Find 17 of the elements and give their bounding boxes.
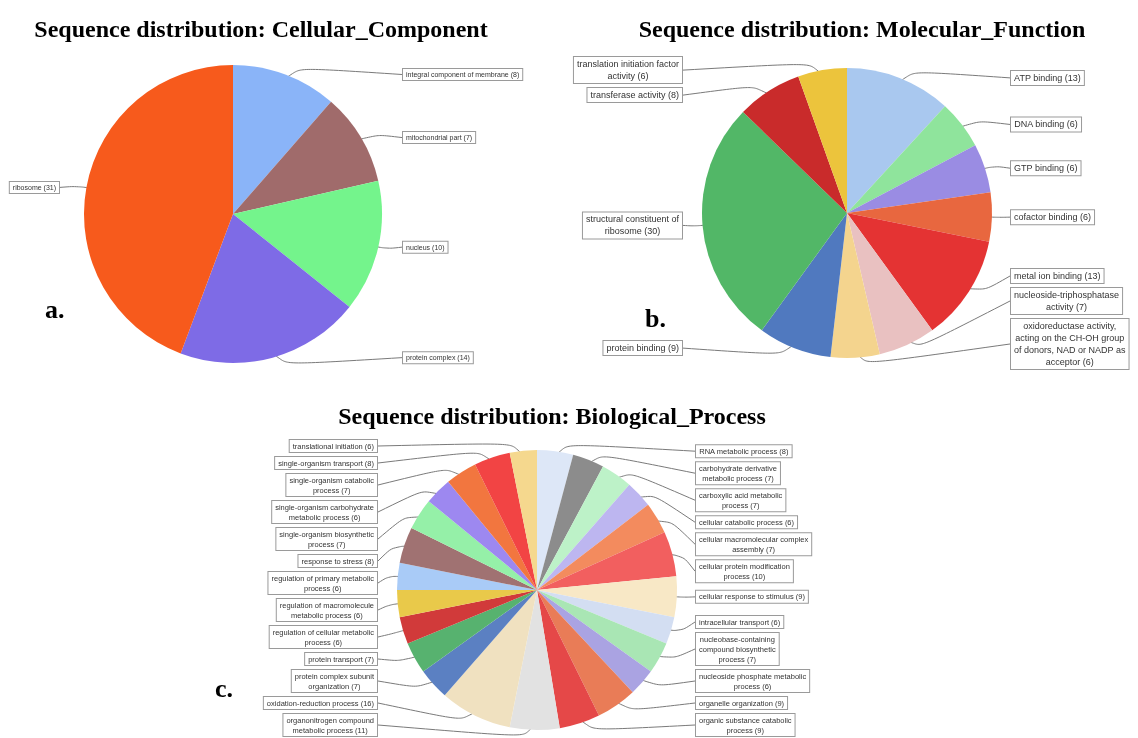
- slice-label: ATP binding (13): [1014, 72, 1081, 83]
- slice-label: nucleoside-triphosphatase activity (7): [1014, 290, 1120, 312]
- slice-label: metal ion binding (13): [1013, 271, 1101, 281]
- slice-label: transferase activity (8): [590, 90, 679, 101]
- chart-title: Sequence distribution: Biological_Process: [338, 403, 766, 429]
- slice-label: protein binding (9): [606, 343, 679, 354]
- chart-title: Sequence distribution: Cellular_Component: [34, 16, 488, 42]
- slice-label: GTP binding (6): [1014, 163, 1078, 174]
- chart-title: Sequence distribution: Molecular_Function: [638, 16, 1086, 42]
- text: a.: [45, 294, 65, 324]
- slice-label: DNA binding (6): [1014, 119, 1078, 130]
- text: c.: [215, 673, 234, 703]
- slice-label: structural constituent of ribosome (30): [585, 214, 680, 237]
- slice-label: translation initiation factor activity (6): [576, 59, 679, 82]
- slice-label: oxidoreductase activity, acting on the CH-OH group of donors, NAD or NADP as acceptor (6): [1014, 321, 1126, 367]
- text: b.: [645, 303, 666, 333]
- slice-label: cofactor binding (6): [1014, 212, 1092, 223]
